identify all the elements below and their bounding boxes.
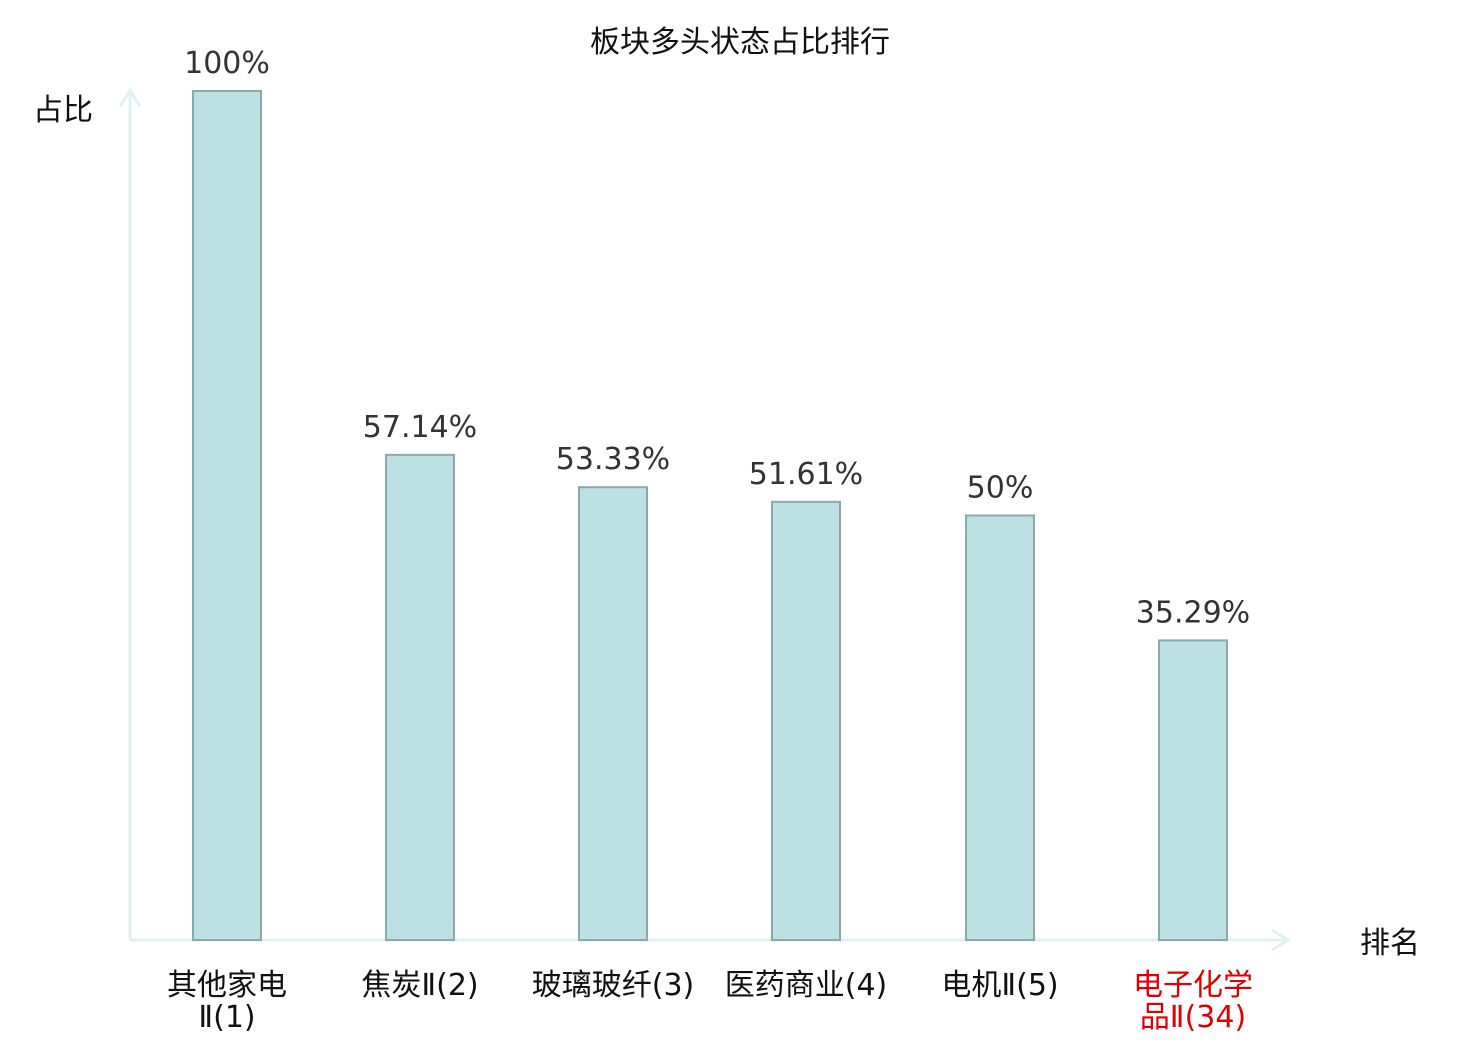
bar	[192, 90, 262, 941]
bar-value-label: 100%	[184, 46, 270, 81]
bar-value-label: 50%	[967, 471, 1034, 506]
bar	[965, 514, 1035, 941]
bar-value-label: 57.14%	[363, 410, 477, 445]
bar-value-label: 35.29%	[1136, 595, 1250, 630]
value-labels-group: 100% 57.14% 53.33% 51.61% 50% 35.29%	[184, 46, 1250, 630]
category-tick-label: 电子化学	[1133, 968, 1253, 1003]
bars-group	[192, 90, 1228, 941]
category-tick-label: 医药商业(4)	[725, 968, 888, 1003]
category-tick-label: 玻璃玻纤(3)	[532, 968, 695, 1003]
category-tick-label: 焦炭Ⅱ(2)	[361, 968, 478, 1003]
category-tick-label: 其他家电	[167, 968, 287, 1003]
x-axis-arrow	[1271, 928, 1291, 952]
category-tick-label: 电机Ⅱ(5)	[941, 968, 1058, 1003]
bar-value-label: 51.61%	[749, 457, 863, 492]
y-axis-arrow	[118, 88, 142, 107]
bar-value-label: 53.33%	[556, 442, 670, 477]
x-axis-label: 排名	[1360, 926, 1420, 961]
category-tick-label: 品Ⅱ(34)	[1140, 1000, 1246, 1035]
bar	[771, 500, 841, 941]
y-axis-label: 占比	[33, 93, 93, 128]
bar	[385, 453, 455, 941]
bar	[1158, 639, 1228, 941]
chart-title: 板块多头状态占比排行	[590, 25, 890, 60]
category-tick-label: Ⅱ(1)	[198, 1000, 255, 1035]
bar	[578, 486, 648, 941]
